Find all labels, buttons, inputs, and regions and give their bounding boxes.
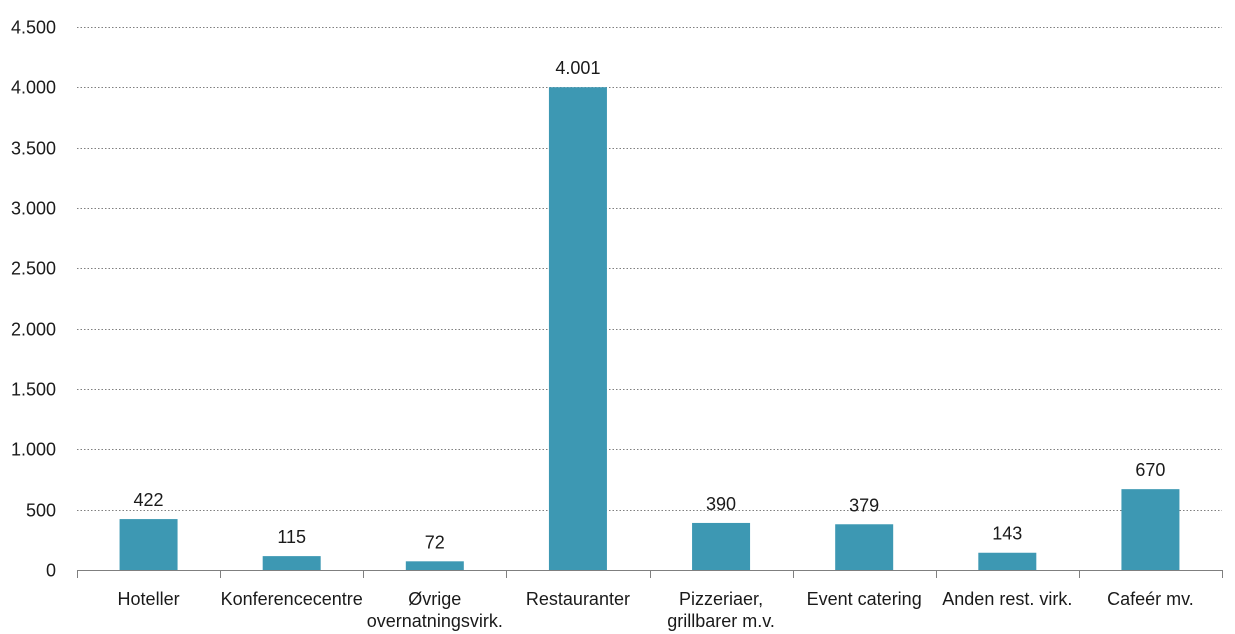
bar (405, 561, 464, 570)
bar (978, 552, 1037, 570)
y-tick-label: 4.000 (11, 78, 56, 98)
category-label: Pizzeriaer, grillbarer m.v. (667, 589, 775, 631)
y-tick-label: 2.000 (11, 320, 56, 340)
bar (262, 556, 321, 570)
y-tick-label: 4.500 (11, 18, 56, 38)
bar (692, 522, 751, 570)
data-labels: 422 115 72 4.001 390 379 143 670 (134, 58, 1166, 552)
data-label: 422 (134, 490, 164, 510)
data-label: 670 (1135, 460, 1165, 480)
y-tick-label: 3.000 (11, 199, 56, 219)
y-tick-label: 1.000 (11, 440, 56, 460)
bars (119, 87, 1180, 570)
bar (119, 519, 178, 570)
y-axis-tick-labels: 0 500 1.000 1.500 2.000 2.500 3.000 3.500 4.000 4… (11, 18, 56, 581)
category-label: Hoteller (118, 589, 180, 609)
data-label: 143 (992, 524, 1022, 544)
category-label: Cafeér mv. (1107, 589, 1194, 609)
data-label: 115 (277, 527, 306, 547)
bar (1121, 489, 1180, 570)
data-label: 4.001 (555, 58, 600, 78)
y-tick-label: 2.500 (11, 259, 56, 279)
category-label: Øvrige overnatningsvirk. (367, 589, 503, 631)
category-label: Konferencecentre (221, 589, 363, 609)
category-label: Event catering (807, 589, 922, 609)
gridlines (77, 27, 1222, 511)
y-tick-label: 1.500 (11, 380, 56, 400)
category-label: Anden rest. virk. (942, 589, 1072, 609)
y-tick-label: 3.500 (11, 139, 56, 159)
x-axis (77, 570, 1223, 578)
bar (835, 524, 894, 570)
data-label: 72 (425, 532, 445, 552)
y-tick-label: 500 (26, 501, 56, 521)
data-label: 390 (706, 494, 736, 514)
category-label: Restauranter (526, 589, 630, 609)
bar (548, 87, 607, 570)
y-tick-label: 0 (46, 561, 56, 581)
x-axis-category-labels: Hoteller Konferencecentre Øvrige overnatnin… (118, 589, 1194, 631)
data-label: 379 (849, 495, 879, 515)
